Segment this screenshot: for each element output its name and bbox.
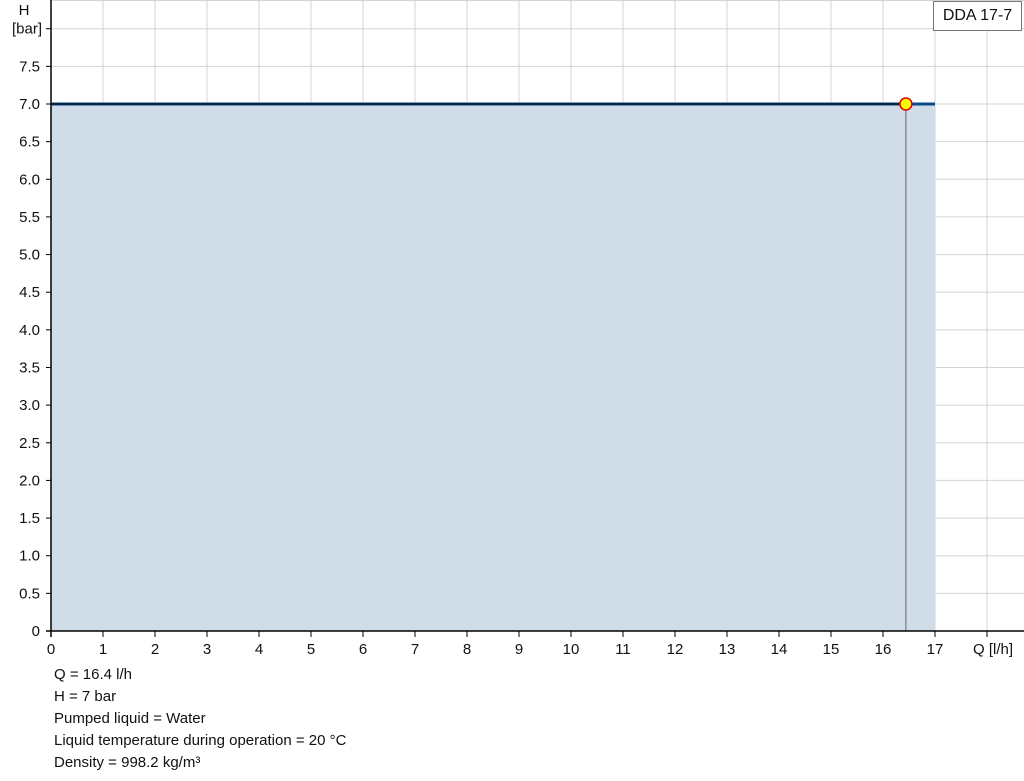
y-tick-label: 7.5 — [19, 58, 40, 75]
x-tick-label: 3 — [203, 641, 211, 658]
info-head: H = 7 bar — [54, 688, 117, 705]
x-tick-label: 2 — [151, 641, 159, 658]
y-tick-label: 1.5 — [19, 510, 40, 527]
x-tick-label: 16 — [875, 641, 892, 658]
y-tick-label: 4.5 — [19, 284, 40, 301]
x-tick-label: 1 — [99, 641, 107, 658]
x-tick-label: 15 — [823, 641, 840, 658]
info-liquid: Pumped liquid = Water — [54, 710, 206, 727]
curve-area — [51, 104, 935, 631]
x-tick-label: 5 — [307, 641, 315, 658]
y-tick-label: 5.0 — [19, 247, 40, 264]
duty-point — [899, 97, 913, 111]
x-tick-label: 10 — [563, 641, 580, 658]
info-density: Density = 998.2 kg/m³ — [54, 754, 201, 771]
x-tick-label: 9 — [515, 641, 523, 658]
x-tick-label: 13 — [719, 641, 736, 658]
y-tick-label: 7.0 — [19, 96, 40, 113]
x-tick-label: 11 — [615, 641, 631, 658]
info-flow: Q = 16.4 l/h — [54, 666, 132, 683]
x-tick-label: 14 — [771, 641, 788, 658]
y-tick-label: 0 — [32, 623, 40, 640]
x-tick-label: 6 — [359, 641, 367, 658]
x-tick-label: 17 — [927, 641, 944, 658]
x-tick-label: 8 — [463, 641, 471, 658]
x-tick-label: 0 — [47, 641, 55, 658]
x-tick-label: 12 — [667, 641, 684, 658]
y-axis-unit: [bar] — [12, 21, 42, 38]
y-tick-label: 2.5 — [19, 435, 40, 452]
x-tick-label: 4 — [255, 641, 263, 658]
y-tick-label: 6.0 — [19, 171, 40, 188]
info-temperature: Liquid temperature during operation = 20… — [54, 732, 347, 749]
pump-curve-chart: 0 1 2 3 4 5 6 7 8 9 10 11 12 13 14 15 16 17 Q [l/h]00.51.0… — [12, 0, 1024, 658]
y-tick-label: 2.0 — [19, 472, 40, 489]
y-tick-label: 1.0 — [19, 548, 40, 565]
x-tick-label: 7 — [411, 641, 419, 658]
y-tick-label: 3.0 — [19, 397, 40, 414]
y-tick-label: 5.5 — [19, 209, 40, 226]
y-axis-label: H — [19, 2, 30, 19]
y-tick-label: 4.0 — [19, 322, 40, 339]
y-tick-label: 0.5 — [19, 585, 40, 602]
legend-pump-name: DDA 17-7 — [933, 1, 1022, 31]
y-tick-label: 6.5 — [19, 134, 40, 151]
x-axis-label: Q [l/h] — [973, 641, 1013, 658]
y-tick-label: 3.5 — [19, 360, 40, 377]
operating-info: Q = 16.4 l/h H = 7 bar Pumped liquid = W… — [54, 664, 346, 774]
